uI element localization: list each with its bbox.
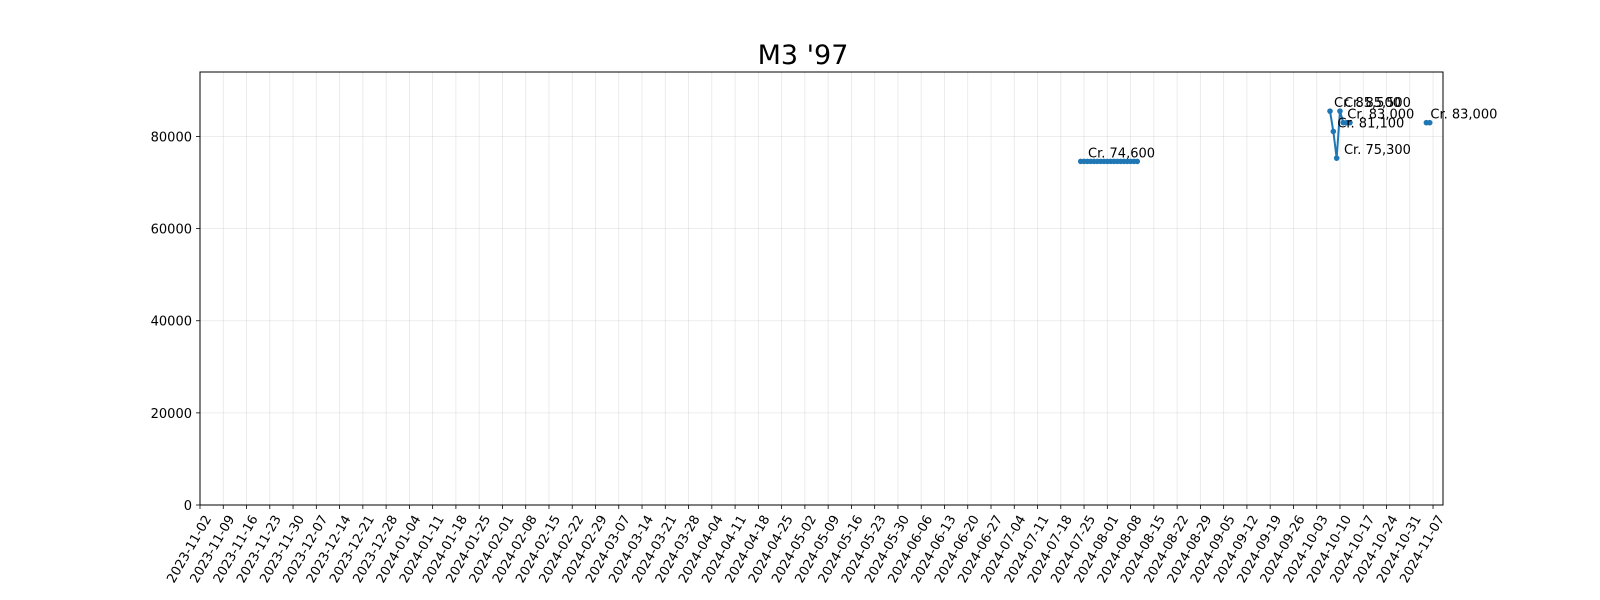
- data-label: Cr. 74,600: [1088, 146, 1155, 161]
- data-point: [1327, 108, 1333, 114]
- y-tick-label: 80000: [151, 130, 192, 145]
- series: [1077, 108, 1433, 165]
- data-point: [1134, 158, 1141, 165]
- data-label: Cr. 81,100: [1337, 116, 1404, 131]
- data-point: [1347, 119, 1353, 126]
- data-label: Cr. 85,500: [1334, 96, 1401, 111]
- data-label: Cr. 83,000: [1347, 108, 1414, 123]
- chart-title: M3 '97: [758, 40, 849, 71]
- y-tick-label: 40000: [151, 315, 192, 330]
- data-label: Cr. 85,500: [1344, 96, 1411, 111]
- data-point: [1337, 108, 1343, 114]
- y-tick-label: 20000: [151, 407, 192, 422]
- data-point: [1426, 119, 1433, 126]
- data-label: Cr. 75,300: [1344, 143, 1411, 158]
- y-tick-label: 60000: [151, 223, 192, 238]
- data-label: Cr. 83,000: [1430, 108, 1497, 123]
- data-point: [1333, 155, 1340, 161]
- plot-frame: [199, 71, 1444, 506]
- y-axis: 0 20000 40000 60000 80000: [151, 130, 200, 514]
- grid: [199, 72, 1443, 506]
- data-point: [1330, 128, 1337, 135]
- y-tick-label: 0: [184, 499, 192, 514]
